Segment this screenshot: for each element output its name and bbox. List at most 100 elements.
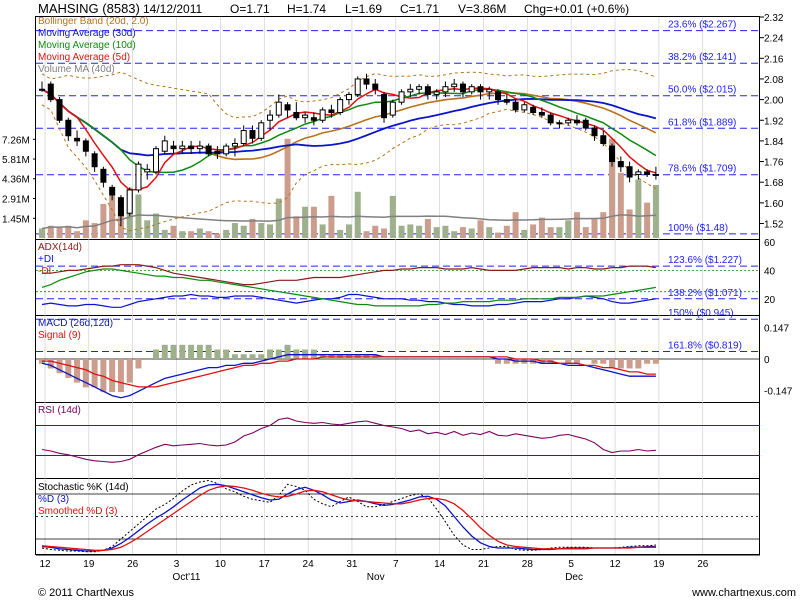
- volume-bar: [249, 218, 256, 238]
- volume-bar: [188, 231, 195, 238]
- stoch-k-line: [41, 479, 656, 553]
- adx-tick-label: 40: [764, 266, 776, 277]
- quote-open: O=1.71: [230, 2, 270, 16]
- macd-histogram-bar: [65, 359, 72, 378]
- candle-body: [231, 142, 238, 147]
- macd-histogram-bar: [153, 349, 160, 359]
- volume-bar: [240, 225, 247, 238]
- x-month-label: Dec: [565, 572, 583, 583]
- candle-body: [153, 148, 160, 173]
- quote-change: Chg=+0.01 (+0.6%): [524, 2, 629, 16]
- candle-body: [74, 137, 81, 142]
- quote-high: H=1.74: [287, 2, 326, 16]
- volume-bar: [223, 229, 230, 238]
- candle-body: [319, 109, 326, 121]
- candle-body: [310, 117, 317, 121]
- fib-label: 38.2% ($2.141): [668, 52, 736, 63]
- fib-label: 161.8% ($0.819): [668, 340, 742, 351]
- x-tick-label: 28: [522, 559, 534, 570]
- candle-body: [512, 101, 519, 111]
- minus-di-line: [41, 268, 657, 307]
- candle-body: [372, 83, 379, 90]
- candle-body: [117, 197, 124, 217]
- ma30-line: [41, 88, 657, 157]
- fib-label: 61.8% ($1.889): [668, 117, 736, 128]
- volume-bar: [363, 231, 370, 238]
- candle-body: [389, 101, 396, 116]
- macd-histogram-bar: [503, 359, 510, 364]
- volume-bar: [459, 227, 466, 238]
- adx-legend: ADX(14d) +DI -DI: [38, 242, 82, 277]
- grid-lines: [36, 17, 760, 556]
- candle-body: [538, 112, 545, 116]
- candle-body: [626, 166, 633, 178]
- legend-volume-ma: Volume MA (40d): [38, 64, 115, 75]
- macd-histogram-bar: [407, 359, 414, 360]
- macd-histogram-bar: [486, 359, 493, 360]
- x-tick-label: 19: [653, 559, 665, 570]
- candle-body: [459, 83, 466, 93]
- price-tick-label: 2.08: [764, 75, 784, 86]
- volume-bar: [451, 231, 458, 238]
- macd-histogram-bar: [477, 359, 484, 360]
- candle-body: [56, 99, 63, 121]
- price-tick-label: 2.00: [764, 96, 784, 107]
- volume-bar: [117, 216, 124, 238]
- plus-di-line: [41, 293, 656, 308]
- legend-stoch-sd: Smoothed %D (3): [38, 506, 117, 517]
- candle-body: [109, 186, 116, 196]
- macd-histogram-bar: [179, 344, 186, 359]
- candle-body: [644, 171, 651, 175]
- copyright: © 2011 ChartNexus: [38, 587, 134, 599]
- volume-bar: [495, 232, 502, 238]
- x-tick-label: 26: [127, 559, 139, 570]
- candle-body: [170, 145, 177, 150]
- price-tick-label: 1.60: [764, 199, 784, 210]
- legend-rsi: RSI (14d): [38, 405, 81, 416]
- volume-tick-label: 1.45M: [2, 214, 30, 225]
- volume-bar: [179, 231, 186, 238]
- volume-bar: [214, 233, 221, 238]
- volume-bar: [582, 227, 589, 238]
- x-tick-label: 24: [303, 559, 315, 570]
- volume-bar: [486, 227, 493, 238]
- candle-body: [345, 93, 352, 101]
- volume-bar: [293, 216, 300, 238]
- candlesticks: [39, 73, 659, 227]
- x-tick-label: 21: [478, 559, 490, 570]
- volume-bar: [381, 228, 388, 238]
- candle-body: [135, 163, 142, 191]
- symbol-title: MAHSING (8583): [38, 1, 140, 16]
- legend-ma10: Moving Average (10d): [38, 40, 136, 51]
- x-tick-label: 17: [259, 559, 271, 570]
- volume-bar: [609, 138, 616, 238]
- volume-bar: [135, 194, 142, 238]
- volume-bar: [424, 218, 431, 238]
- volume-bar: [626, 209, 633, 238]
- macd-histogram-bar: [196, 344, 203, 359]
- x-tick-label: 10: [215, 559, 227, 570]
- legend-plus-di: +DI: [38, 254, 54, 265]
- quote-volume: V=3.86M: [458, 2, 506, 16]
- volume-bar: [468, 228, 475, 238]
- candle-body: [354, 78, 361, 95]
- indicator-lines: [41, 69, 657, 553]
- candle-body: [486, 88, 493, 93]
- stoch-smoothed-d-line: [41, 485, 656, 551]
- volume-bar: [82, 220, 89, 238]
- volume-bar: [196, 228, 203, 238]
- macd-histogram-bar: [617, 359, 624, 369]
- candle-body: [249, 130, 256, 139]
- volume-bar: [644, 202, 651, 238]
- volume-bars: [39, 138, 659, 393]
- macd-legend: MACD (26d,12d) Signal (9): [38, 318, 113, 341]
- volume-bar: [267, 224, 274, 238]
- volume-bar: [109, 195, 116, 238]
- candle-body: [451, 83, 458, 88]
- price-tick-label: 2.24: [764, 34, 784, 45]
- candle-body: [600, 135, 607, 144]
- macd-histogram-bar: [74, 359, 81, 383]
- candle-body: [126, 189, 133, 214]
- candle-body: [214, 150, 221, 155]
